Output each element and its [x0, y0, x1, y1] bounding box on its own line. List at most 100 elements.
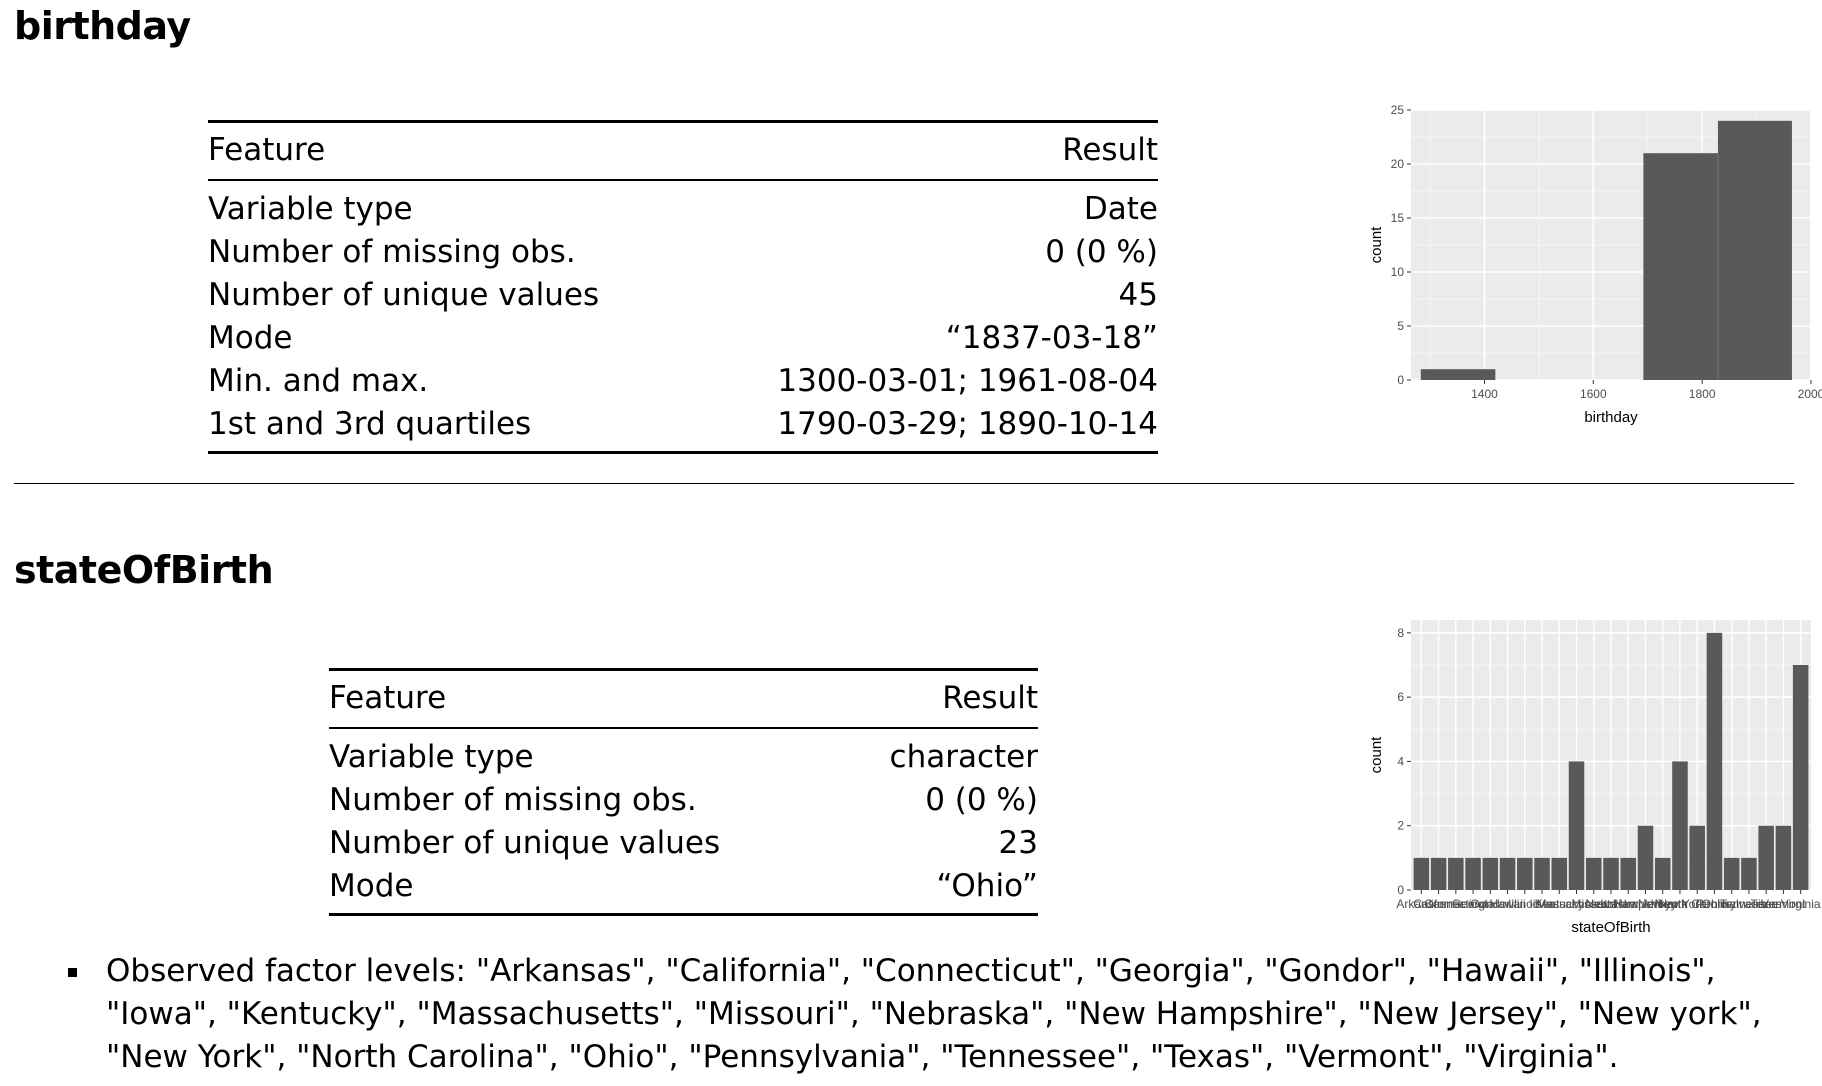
y-tick-label: 2: [1397, 819, 1404, 833]
bar: [1534, 857, 1550, 890]
y-axis-label: count: [1368, 736, 1385, 774]
x-tick-label: 2000: [1798, 387, 1822, 401]
table-header-row: Feature Result: [329, 669, 1038, 728]
feature-cell: 1st and 3rd quartiles: [208, 406, 532, 442]
x-tick-label: New York: [1655, 897, 1707, 911]
x-tick-label: 1800: [1689, 387, 1716, 401]
bullet-icon: [68, 968, 77, 977]
bar: [1586, 857, 1602, 890]
x-tick-label: California: [1413, 897, 1464, 911]
birthday-histogram: 0 5 10 15 20 25 count birthday 1400 1600 1800 2000: [1368, 103, 1822, 426]
result-cell: 0 (0 %): [925, 782, 1038, 818]
section-title-birthday: birthday: [14, 4, 191, 48]
bar: [1792, 665, 1809, 890]
header-result: Result: [942, 680, 1038, 716]
x-tick-label: Missouri: [1571, 897, 1616, 911]
y-tick-label: 4: [1397, 754, 1404, 768]
factor-levels-text: Observed factor levels: "Arkansas", "Cal…: [106, 953, 1762, 1075]
bar: [1689, 825, 1705, 890]
factor-levels-item: Observed factor levels: "Arkansas", "Cal…: [66, 950, 1806, 1079]
bar: [1465, 857, 1481, 890]
x-tick-label: Massachusetts: [1536, 897, 1616, 911]
x-tick-label: Ohio: [1702, 897, 1728, 911]
bar: [1430, 857, 1447, 890]
x-tick-label: North Carolina: [1659, 897, 1737, 911]
x-tick-label: Arkansas: [1396, 897, 1446, 911]
y-axis-label: count: [1368, 226, 1385, 264]
bar: [1637, 825, 1654, 890]
y-tick-label: 6: [1397, 690, 1404, 704]
bar: [1448, 857, 1464, 890]
x-tick-label: Nebraska: [1585, 897, 1637, 911]
x-tick-label: New Jersey: [1614, 897, 1677, 911]
result-cell: “Ohio”: [936, 868, 1038, 904]
feature-cell: Mode: [208, 320, 293, 356]
summary-table-stateofbirth: Feature Result Variable type character N…: [329, 668, 1038, 916]
result-cell: character: [889, 739, 1038, 775]
bar: [1723, 857, 1740, 890]
feature-cell: Mode: [329, 868, 414, 904]
x-tick-label: Connecticut: [1424, 897, 1488, 911]
feature-cell: Variable type: [208, 191, 413, 227]
x-tick-label: Hawaii: [1490, 897, 1526, 911]
y-tick-label: 0: [1397, 883, 1404, 897]
x-tick-label: Iowa: [1529, 897, 1555, 911]
header-feature: Feature: [329, 680, 447, 716]
y-tick-label: 15: [1391, 211, 1405, 225]
feature-cell: Number of missing obs.: [208, 234, 576, 270]
table-row: Number of missing obs. 0 (0 %): [208, 231, 1158, 274]
result-cell: 1300-03-01; 1961-08-04: [777, 363, 1158, 399]
result-cell: Date: [1083, 191, 1158, 227]
y-tick-label: 25: [1391, 103, 1405, 117]
section-divider: [14, 483, 1794, 484]
y-tick-label: 0: [1397, 373, 1404, 387]
x-tick-label: Vermont: [1761, 897, 1806, 911]
bar: [1741, 857, 1757, 890]
feature-cell: Number of unique values: [329, 825, 721, 861]
table-row: Variable type character: [329, 728, 1038, 779]
bar: [1482, 857, 1499, 890]
table-row: Number of unique values 23: [329, 822, 1038, 865]
result-cell: “1837-03-18”: [945, 320, 1158, 356]
table-row: Mode “Ohio”: [329, 865, 1038, 915]
table-row: Min. and max. 1300-03-01; 1961-08-04: [208, 360, 1158, 403]
x-tick-label: New Hampshire: [1586, 897, 1672, 911]
y-tick-label: 20: [1391, 157, 1405, 171]
header-result: Result: [1062, 132, 1158, 168]
histogram-bar: [1643, 153, 1718, 380]
bar: [1517, 857, 1533, 890]
x-tick-label: Georgia: [1452, 897, 1495, 911]
x-axis-label: stateOfBirth: [1571, 919, 1650, 936]
x-tick-label: Tennessee: [1720, 897, 1778, 911]
table-row: Number of unique values 45: [208, 274, 1158, 317]
y-tick-label: 5: [1397, 319, 1404, 333]
bar: [1620, 857, 1636, 890]
x-tick-label: Illinois: [1508, 897, 1541, 911]
x-tick-label: Virginia: [1781, 897, 1821, 911]
bar: [1551, 857, 1568, 890]
x-tick-label: 1400: [1471, 387, 1498, 401]
x-tick-label: 1600: [1580, 387, 1607, 401]
bar: [1654, 857, 1671, 890]
section-title-stateofbirth: stateOfBirth: [14, 548, 274, 592]
feature-cell: Number of missing obs.: [329, 782, 697, 818]
bar: [1706, 632, 1723, 890]
histogram-bar: [1420, 369, 1496, 380]
table-row: Number of missing obs. 0 (0 %): [329, 779, 1038, 822]
histogram-bar: [1717, 120, 1792, 381]
stateofbirth-bar-chart: 0 2 4 6 8 count stateOfBirth ArkansasCalifornia…: [1368, 620, 1821, 936]
x-tick-label: Kentucky: [1535, 897, 1584, 911]
bar: [1499, 857, 1516, 890]
feature-cell: Number of unique values: [208, 277, 600, 313]
bar: [1775, 825, 1792, 890]
x-axis-label: birthday: [1584, 409, 1638, 426]
table-row: 1st and 3rd quartiles 1790-03-29; 1890-1…: [208, 403, 1158, 453]
table-header-row: Feature Result: [208, 121, 1158, 180]
bar: [1568, 761, 1585, 890]
factor-levels-list: Observed factor levels: "Arkansas", "Cal…: [66, 950, 1806, 1079]
x-tick-label: Pennsylvania: [1696, 897, 1768, 911]
y-tick-label: 10: [1391, 265, 1405, 279]
bar: [1603, 857, 1619, 890]
result-cell: 23: [998, 825, 1038, 861]
summary-table-birthday: Feature Result Variable type Date Number…: [208, 120, 1158, 454]
